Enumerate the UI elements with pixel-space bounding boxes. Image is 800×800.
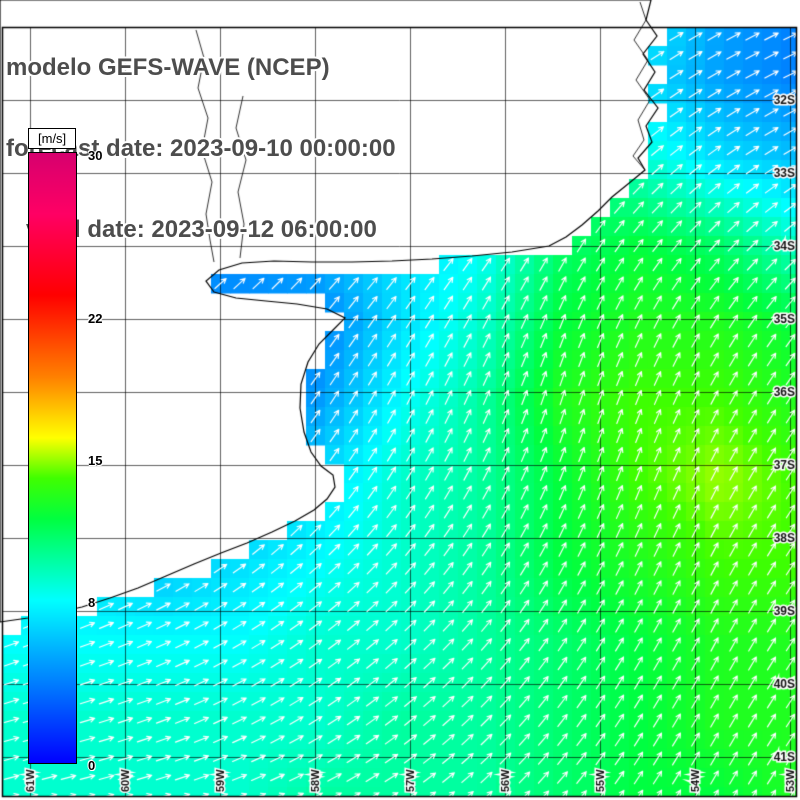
legend-tick: 22 [88,310,103,326]
legend-colorbar [28,152,77,764]
legend-tick: 15 [88,453,103,468]
model-title: modelo GEFS-WAVE (NCEP) [6,54,330,81]
colorbar-legend: [m/s] 30 22 15 8 0 [28,128,138,773]
legend-tick: 0 [88,758,96,773]
legend-units-label: [m/s] [28,128,77,149]
legend-tick: 8 [88,595,96,611]
legend-tick: 30 [88,148,103,163]
